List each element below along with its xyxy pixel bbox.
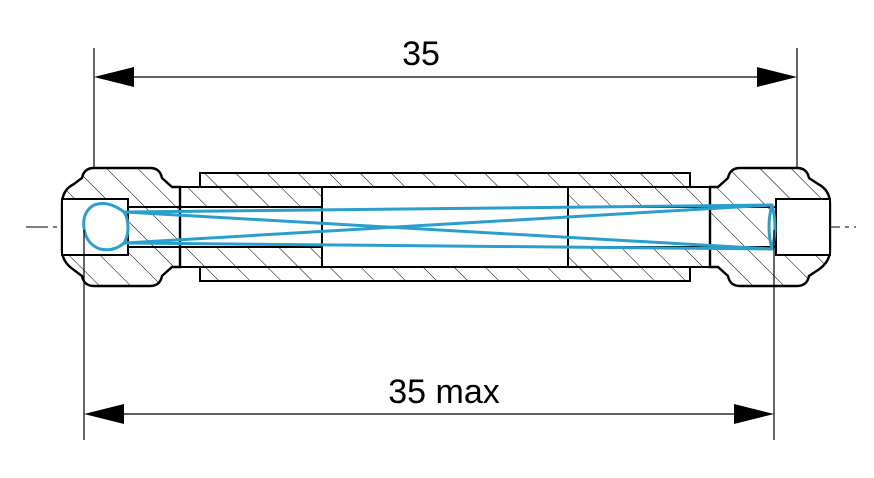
bottom-arrow-left xyxy=(84,404,124,424)
bottom-dimension: 35 max xyxy=(83,230,775,440)
top-arrow-right xyxy=(757,67,797,87)
wire-cross-a xyxy=(123,210,773,251)
wire-end-right xyxy=(767,203,777,251)
right-fitting-bore xyxy=(775,198,831,256)
left-end-fitting xyxy=(60,166,182,288)
center-cavity xyxy=(321,186,569,268)
wire-strand-upper xyxy=(123,203,773,214)
tube-bottom-wall xyxy=(199,266,691,282)
wire-loop-left xyxy=(82,202,130,252)
bottom-dimension-label: 35 max xyxy=(388,373,500,411)
top-arrow-left xyxy=(94,67,134,87)
top-dimension: 35 xyxy=(93,35,798,168)
wire-cross-b xyxy=(123,203,773,245)
top-dimension-label: 35 xyxy=(402,35,440,73)
tube-body xyxy=(125,172,777,282)
bottom-arrow-right xyxy=(734,404,774,424)
wire-strand-lower xyxy=(123,241,773,251)
spring-wire xyxy=(82,202,777,252)
tube-top-wall xyxy=(199,172,691,188)
